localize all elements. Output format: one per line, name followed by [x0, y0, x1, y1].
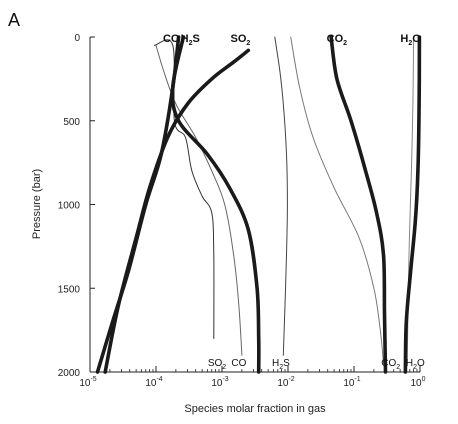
- x-tick-label: 10-5: [79, 376, 96, 389]
- x-tick-label: 10-4: [145, 376, 162, 389]
- top-species-label-tail: O: [412, 33, 421, 45]
- top-species-label: H2O: [400, 33, 421, 47]
- bottom-species-label-subscript: 2: [222, 364, 226, 371]
- x-tick-base: 10: [145, 378, 157, 389]
- bottom-species-label: SO2: [208, 358, 226, 371]
- top-species-label-main: SO: [230, 33, 246, 45]
- series-layer: [95, 35, 422, 374]
- top-labels: CO H2S SO2 CO2 H2O: [163, 33, 421, 47]
- x-tick-exponent: -4: [156, 376, 162, 383]
- x-tick-base: 10: [277, 378, 289, 389]
- y-tick-label: 2000: [58, 368, 81, 379]
- y-axis-title: Pressure (bar): [31, 169, 43, 239]
- bottom-species-label-main: SO: [208, 358, 223, 369]
- bottom-species-label: H2O: [406, 358, 425, 371]
- y-tick-label: 1000: [58, 201, 81, 212]
- x-tick-exponent: -2: [288, 376, 294, 383]
- top-species-label-main: H: [181, 33, 189, 45]
- series-line-thick-h2s: [170, 35, 261, 374]
- y-tick-label: 500: [63, 117, 80, 128]
- bottom-species-label-main: CO: [231, 358, 246, 369]
- top-species-label-subscript: 2: [408, 40, 412, 47]
- top-species-label-subscript: 2: [189, 40, 193, 47]
- bottom-species-label: H2S: [272, 358, 290, 371]
- x-tick-label: 100: [410, 376, 425, 389]
- series-line-thick-co: [95, 35, 181, 374]
- series-line-thin-h2s: [274, 36, 288, 356]
- top-species-label-main: CO: [327, 33, 344, 45]
- y-tick-label: 1500: [58, 284, 81, 295]
- bottom-species-label-subscript: 2: [396, 364, 400, 371]
- x-tick-exponent: -5: [90, 376, 96, 383]
- x-tick-base: 10: [343, 378, 355, 389]
- top-species-label-main: CO: [163, 33, 180, 45]
- bottom-species-label-tail: O: [417, 358, 425, 369]
- top-species-label: CO: [163, 33, 180, 45]
- series-line-thick-h2o: [403, 35, 422, 374]
- bottom-species-label-tail: S: [283, 358, 290, 369]
- x-tick-label: 10-2: [277, 376, 294, 389]
- bottom-labels: SO2 CO H2S CO2 H2O: [208, 358, 425, 371]
- bottom-species-label-main: H: [272, 358, 279, 369]
- bottom-species-label: CO2: [381, 358, 400, 371]
- series-line-thick-co2: [329, 35, 388, 374]
- bottom-species-label: CO: [231, 358, 246, 369]
- x-tick-exponent: -1: [354, 376, 360, 383]
- x-tick-exponent: -3: [222, 376, 228, 383]
- bottom-species-label-subscript: 2: [279, 364, 283, 371]
- series-line-thin-co: [155, 44, 243, 356]
- bottom-species-label-main: CO: [381, 358, 396, 369]
- top-species-label-tail: S: [192, 33, 199, 45]
- x-axis-title: Species molar fraction in gas: [184, 403, 326, 415]
- x-tick-label: 10-1: [343, 376, 360, 389]
- y-ticks: 0 500 1000 1500 2000: [58, 33, 95, 379]
- x-tick-base: 10: [79, 378, 91, 389]
- top-species-label-subscript: 2: [246, 40, 250, 47]
- x-ticks: 10-5 10-4 10-3 10-2 10-1 100: [79, 366, 426, 389]
- x-tick-label: 10-3: [211, 376, 228, 389]
- top-species-label: CO2: [327, 33, 348, 47]
- x-tick-base: 10: [410, 378, 422, 389]
- series-line-thick-so2: [103, 48, 251, 374]
- y-tick-label: 0: [74, 33, 80, 44]
- top-species-label: SO2: [230, 33, 250, 47]
- plot-area: 10-5 10-4 10-3 10-2 10-1 100 0500100015002000…: [58, 33, 426, 389]
- x-tick-base: 10: [211, 378, 223, 389]
- top-species-label-subscript: 2: [343, 40, 347, 47]
- panel-label: A: [8, 10, 20, 30]
- top-species-label: H2S: [181, 33, 200, 47]
- bottom-species-label-main: H: [406, 358, 413, 369]
- top-species-label-main: H: [400, 33, 408, 45]
- x-tick-exponent: 0: [422, 376, 426, 383]
- bottom-species-label-subscript: 2: [413, 364, 417, 371]
- series-line-thin-co2: [290, 36, 384, 365]
